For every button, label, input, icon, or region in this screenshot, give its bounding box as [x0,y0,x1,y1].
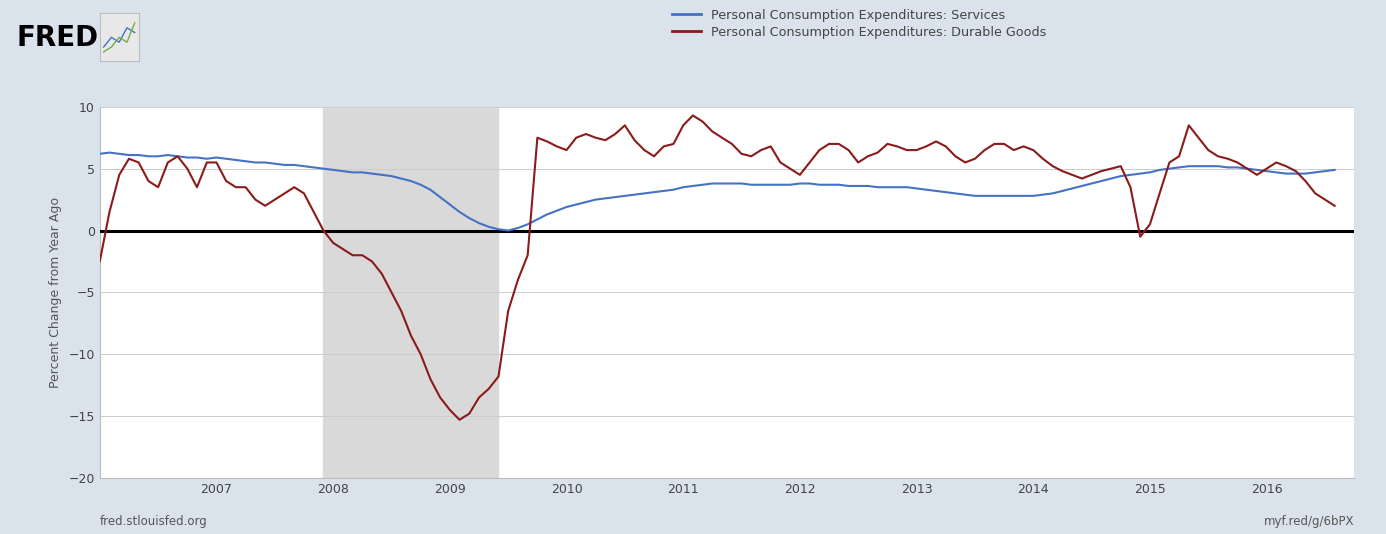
Text: fred.stlouisfed.org: fred.stlouisfed.org [100,515,208,528]
Bar [323,107,499,478]
Text: myf.red/g/6bPX: myf.red/g/6bPX [1264,515,1354,528]
Text: FRED: FRED [17,24,98,52]
Legend: Personal Consumption Expenditures: Services, Personal Consumption Expenditures: : Personal Consumption Expenditures: Servi… [672,9,1046,39]
Y-axis label: Percent Change from Year Ago: Percent Change from Year Ago [49,197,61,388]
